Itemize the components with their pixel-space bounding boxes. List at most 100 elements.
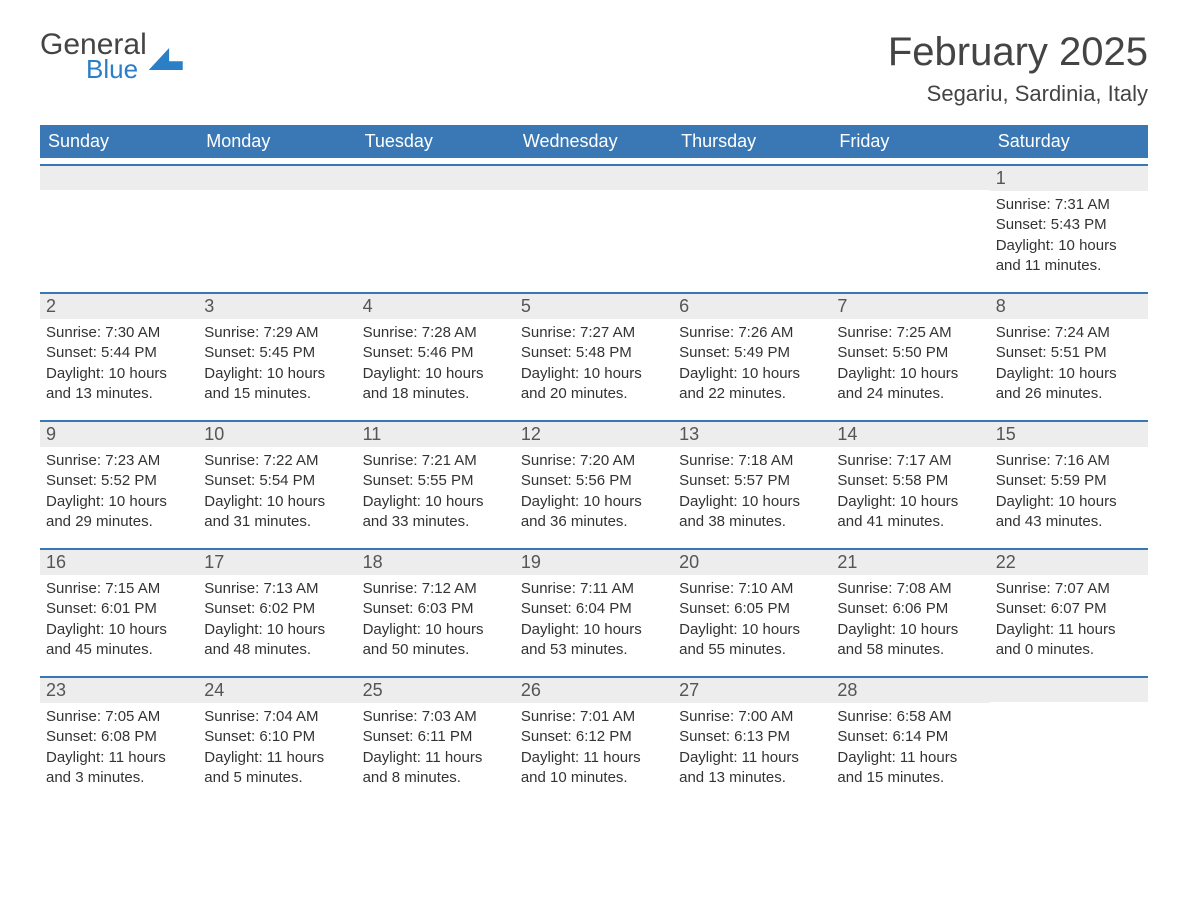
week-row: 2Sunrise: 7:30 AMSunset: 5:44 PMDaylight… [40, 292, 1148, 414]
day-line: Sunset: 6:07 PM [996, 599, 1142, 619]
day-content: Sunrise: 7:13 AMSunset: 6:02 PMDaylight:… [198, 575, 356, 668]
day-cell: 21Sunrise: 7:08 AMSunset: 6:06 PMDayligh… [831, 550, 989, 670]
day-line: Sunset: 5:58 PM [837, 471, 983, 491]
day-content: Sunrise: 7:08 AMSunset: 6:06 PMDaylight:… [831, 575, 989, 668]
day-content: Sunrise: 6:58 AMSunset: 6:14 PMDaylight:… [831, 703, 989, 796]
day-line: Sunrise: 7:16 AM [996, 451, 1142, 471]
day-line: Sunset: 5:46 PM [363, 343, 509, 363]
day-content [990, 702, 1148, 714]
day-line: Sunrise: 7:00 AM [679, 707, 825, 727]
day-number: 12 [515, 422, 673, 447]
day-line: Daylight: 11 hours and 10 minutes. [521, 748, 667, 789]
day-line: Sunrise: 7:22 AM [204, 451, 350, 471]
day-line: Daylight: 10 hours and 11 minutes. [996, 236, 1142, 277]
day-line: Sunrise: 7:25 AM [837, 323, 983, 343]
day-content: Sunrise: 7:04 AMSunset: 6:10 PMDaylight:… [198, 703, 356, 796]
day-line: Sunrise: 7:10 AM [679, 579, 825, 599]
day-line: Daylight: 11 hours and 5 minutes. [204, 748, 350, 789]
weekday-header: Saturday [990, 125, 1148, 158]
day-number [40, 166, 198, 190]
day-line: Daylight: 11 hours and 3 minutes. [46, 748, 192, 789]
day-line: Sunset: 5:44 PM [46, 343, 192, 363]
day-number: 10 [198, 422, 356, 447]
day-number: 8 [990, 294, 1148, 319]
day-number: 28 [831, 678, 989, 703]
day-number [673, 166, 831, 190]
day-content: Sunrise: 7:17 AMSunset: 5:58 PMDaylight:… [831, 447, 989, 540]
day-content: Sunrise: 7:23 AMSunset: 5:52 PMDaylight:… [40, 447, 198, 540]
day-content [357, 190, 515, 202]
day-line: Daylight: 10 hours and 18 minutes. [363, 364, 509, 405]
day-content: Sunrise: 7:00 AMSunset: 6:13 PMDaylight:… [673, 703, 831, 796]
day-content: Sunrise: 7:28 AMSunset: 5:46 PMDaylight:… [357, 319, 515, 412]
day-line: Sunset: 6:14 PM [837, 727, 983, 747]
day-cell: 6Sunrise: 7:26 AMSunset: 5:49 PMDaylight… [673, 294, 831, 414]
logo: General Blue [40, 30, 183, 82]
day-content: Sunrise: 7:18 AMSunset: 5:57 PMDaylight:… [673, 447, 831, 540]
day-line: Sunset: 5:45 PM [204, 343, 350, 363]
day-line: Daylight: 10 hours and 38 minutes. [679, 492, 825, 533]
day-line: Sunset: 6:06 PM [837, 599, 983, 619]
day-line: Sunset: 6:01 PM [46, 599, 192, 619]
day-line: Daylight: 10 hours and 55 minutes. [679, 620, 825, 661]
day-cell: 17Sunrise: 7:13 AMSunset: 6:02 PMDayligh… [198, 550, 356, 670]
day-cell: 25Sunrise: 7:03 AMSunset: 6:11 PMDayligh… [357, 678, 515, 798]
day-number: 11 [357, 422, 515, 447]
day-cell: 13Sunrise: 7:18 AMSunset: 5:57 PMDayligh… [673, 422, 831, 542]
day-cell: 26Sunrise: 7:01 AMSunset: 6:12 PMDayligh… [515, 678, 673, 798]
day-line: Sunrise: 7:05 AM [46, 707, 192, 727]
day-line: Daylight: 10 hours and 33 minutes. [363, 492, 509, 533]
day-number: 2 [40, 294, 198, 319]
day-line: Sunrise: 7:17 AM [837, 451, 983, 471]
day-cell: 9Sunrise: 7:23 AMSunset: 5:52 PMDaylight… [40, 422, 198, 542]
day-cell: 8Sunrise: 7:24 AMSunset: 5:51 PMDaylight… [990, 294, 1148, 414]
day-line: Sunset: 5:56 PM [521, 471, 667, 491]
day-line: Daylight: 10 hours and 50 minutes. [363, 620, 509, 661]
day-content: Sunrise: 7:01 AMSunset: 6:12 PMDaylight:… [515, 703, 673, 796]
day-line: Sunset: 5:52 PM [46, 471, 192, 491]
logo-icon [149, 48, 183, 70]
day-line: Sunrise: 7:15 AM [46, 579, 192, 599]
day-number: 26 [515, 678, 673, 703]
day-line: Sunset: 5:55 PM [363, 471, 509, 491]
weekday-header: Monday [198, 125, 356, 158]
day-line: Sunrise: 7:12 AM [363, 579, 509, 599]
day-line: Sunset: 6:11 PM [363, 727, 509, 747]
day-cell: 18Sunrise: 7:12 AMSunset: 6:03 PMDayligh… [357, 550, 515, 670]
day-line: Daylight: 11 hours and 8 minutes. [363, 748, 509, 789]
day-line: Daylight: 10 hours and 31 minutes. [204, 492, 350, 533]
day-cell: 20Sunrise: 7:10 AMSunset: 6:05 PMDayligh… [673, 550, 831, 670]
day-line: Sunrise: 7:24 AM [996, 323, 1142, 343]
day-cell: 22Sunrise: 7:07 AMSunset: 6:07 PMDayligh… [990, 550, 1148, 670]
day-line: Daylight: 10 hours and 53 minutes. [521, 620, 667, 661]
day-cell: 7Sunrise: 7:25 AMSunset: 5:50 PMDaylight… [831, 294, 989, 414]
day-cell: 23Sunrise: 7:05 AMSunset: 6:08 PMDayligh… [40, 678, 198, 798]
day-number: 9 [40, 422, 198, 447]
day-content: Sunrise: 7:15 AMSunset: 6:01 PMDaylight:… [40, 575, 198, 668]
day-content [40, 190, 198, 202]
day-line: Daylight: 10 hours and 29 minutes. [46, 492, 192, 533]
day-cell: 16Sunrise: 7:15 AMSunset: 6:01 PMDayligh… [40, 550, 198, 670]
day-content: Sunrise: 7:26 AMSunset: 5:49 PMDaylight:… [673, 319, 831, 412]
day-number: 4 [357, 294, 515, 319]
header: General Blue February 2025 Segariu, Sard… [40, 30, 1148, 107]
day-line: Sunset: 6:03 PM [363, 599, 509, 619]
day-line: Sunset: 5:49 PM [679, 343, 825, 363]
day-line: Daylight: 10 hours and 43 minutes. [996, 492, 1142, 533]
day-content [831, 190, 989, 202]
day-cell: 2Sunrise: 7:30 AMSunset: 5:44 PMDaylight… [40, 294, 198, 414]
title-block: February 2025 Segariu, Sardinia, Italy [888, 30, 1148, 107]
day-cell: 12Sunrise: 7:20 AMSunset: 5:56 PMDayligh… [515, 422, 673, 542]
day-line: Sunrise: 7:29 AM [204, 323, 350, 343]
day-line: Sunset: 5:51 PM [996, 343, 1142, 363]
day-cell [515, 166, 673, 286]
day-cell [831, 166, 989, 286]
day-line: Sunrise: 7:28 AM [363, 323, 509, 343]
day-line: Sunrise: 7:21 AM [363, 451, 509, 471]
day-line: Daylight: 10 hours and 22 minutes. [679, 364, 825, 405]
day-line: Sunrise: 7:07 AM [996, 579, 1142, 599]
day-cell: 19Sunrise: 7:11 AMSunset: 6:04 PMDayligh… [515, 550, 673, 670]
day-number: 23 [40, 678, 198, 703]
day-cell [673, 166, 831, 286]
day-line: Daylight: 10 hours and 13 minutes. [46, 364, 192, 405]
